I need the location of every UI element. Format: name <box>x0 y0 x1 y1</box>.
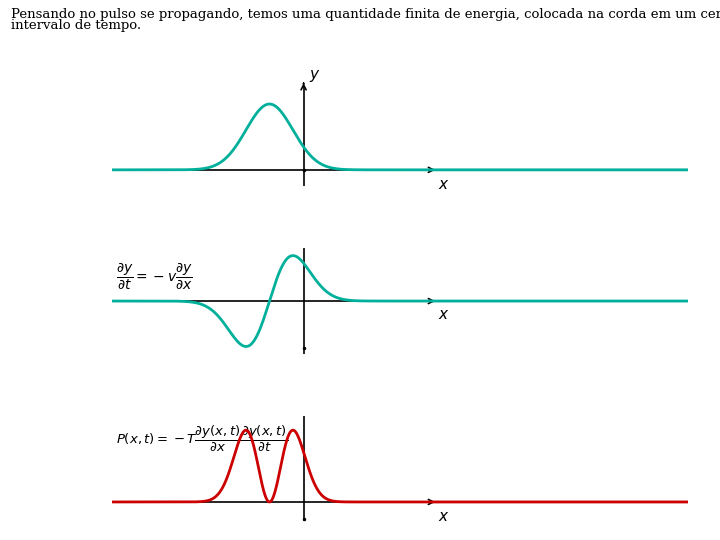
Text: $y$: $y$ <box>309 68 320 84</box>
Text: $\dfrac{\partial y}{\partial t} = -v\dfrac{\partial y}{\partial x}$: $\dfrac{\partial y}{\partial t} = -v\dfr… <box>116 261 193 293</box>
Text: $x$: $x$ <box>438 178 449 192</box>
Text: $x$: $x$ <box>438 510 449 524</box>
Text: Pensando no pulso se propagando, temos uma quantidade finita de energia, colocad: Pensando no pulso se propagando, temos u… <box>11 8 720 21</box>
Text: $x$: $x$ <box>438 308 449 322</box>
Text: intervalo de tempo.: intervalo de tempo. <box>11 19 141 32</box>
Text: $P(x,t) = -T\dfrac{\partial y(x,t)}{\partial x}\dfrac{\partial y(x,t)}{\partial : $P(x,t) = -T\dfrac{\partial y(x,t)}{\par… <box>116 423 288 454</box>
